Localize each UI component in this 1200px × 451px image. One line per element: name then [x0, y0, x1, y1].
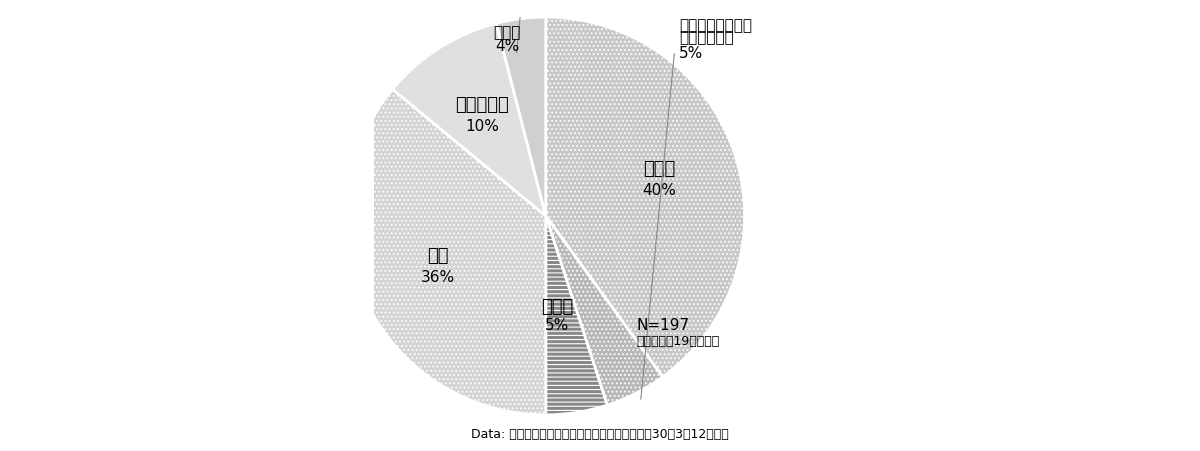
- Text: （熊本県内19市町村）: （熊本県内19市町村）: [636, 334, 720, 347]
- Wedge shape: [392, 24, 546, 216]
- Text: 自宅等: 自宅等: [643, 160, 676, 177]
- Text: 発災時にいた場所: 発災時にいた場所: [679, 18, 752, 33]
- Wedge shape: [546, 18, 745, 377]
- Wedge shape: [546, 216, 607, 415]
- Text: 介護施設等: 介護施設等: [455, 96, 509, 114]
- Text: Data: 熊本県「震災関連死の現況について（平成30年3月12日）」: Data: 熊本県「震災関連死の現況について（平成30年3月12日）」: [472, 427, 728, 440]
- Text: 及びその周辺: 及びその周辺: [679, 30, 734, 45]
- Text: 5%: 5%: [545, 317, 569, 332]
- Text: 10%: 10%: [464, 119, 499, 133]
- Text: その他: その他: [493, 25, 521, 40]
- Text: 避難所: 避難所: [541, 297, 572, 315]
- Text: 36%: 36%: [421, 270, 455, 285]
- Wedge shape: [497, 18, 546, 216]
- Text: 病院: 病院: [427, 247, 449, 265]
- Text: 4%: 4%: [496, 39, 520, 54]
- Wedge shape: [347, 90, 546, 415]
- Wedge shape: [546, 216, 662, 405]
- Text: N=197: N=197: [636, 317, 689, 332]
- Text: 5%: 5%: [679, 46, 703, 61]
- Text: 40%: 40%: [642, 182, 676, 197]
